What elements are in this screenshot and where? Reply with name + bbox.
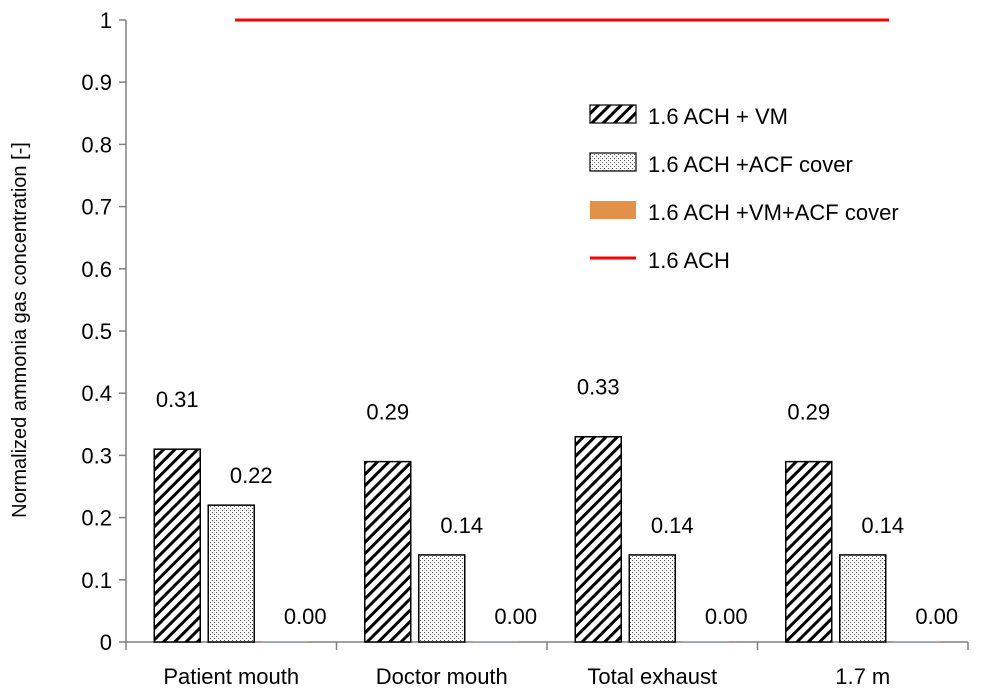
y-tick-label: 0 <box>100 630 112 655</box>
data-labels: 0.31 0.22 0.00 0.29 0.14 0.00 0.33 0.14 0.00 0.29… <box>156 375 958 629</box>
y-tick-label: 0.5 <box>81 319 112 344</box>
y-tick-label: 1 <box>100 8 112 33</box>
bar <box>785 460 833 643</box>
legend-label: 1.6 ACH +ACF cover <box>648 152 853 177</box>
y-tick-label: 0.3 <box>81 443 112 468</box>
bar <box>628 554 676 643</box>
legend-swatch <box>589 152 637 172</box>
bar <box>683 641 730 642</box>
axes: 0 0.1 0.2 0.3 0.4 0.5 0.6 0.7 0.8 0.9 1 Patient mou… <box>81 8 969 689</box>
y-tick-label: 0.1 <box>81 568 112 593</box>
data-label: 0.33 <box>577 375 620 400</box>
data-label: 0.14 <box>861 513 904 538</box>
y-axis-title: Normalized ammonia gas concentration [-] <box>9 142 31 518</box>
data-label: 0.00 <box>284 604 327 629</box>
legend-swatch <box>589 104 637 124</box>
legend-swatch <box>590 201 636 219</box>
data-label: 0.29 <box>366 400 409 425</box>
legend: 1.6 ACH + VM 1.6 ACH +ACF cover 1.6 ACH +V… <box>589 104 899 273</box>
bar <box>262 641 309 642</box>
y-tick-label: 0.6 <box>81 257 112 282</box>
bar <box>472 641 519 642</box>
bar <box>153 448 201 643</box>
legend-label: 1.6 ACH + VM <box>648 104 788 129</box>
x-category-label: Total exhaust <box>587 664 717 689</box>
y-tick-label: 0.8 <box>81 132 112 157</box>
data-label: 0.29 <box>787 400 830 425</box>
y-tick-label: 0.4 <box>81 381 112 406</box>
x-category-label: Doctor mouth <box>376 664 508 689</box>
x-category-label: Patient mouth <box>163 664 299 689</box>
y-tick-label: 0.2 <box>81 506 112 531</box>
bars <box>153 435 940 643</box>
bar <box>574 435 622 643</box>
data-label: 0.00 <box>915 604 958 629</box>
bar <box>364 460 412 643</box>
legend-label: 1.6 ACH <box>648 248 730 273</box>
data-label: 0.00 <box>494 604 537 629</box>
legend-label: 1.6 ACH +VM+ACF cover <box>648 200 899 225</box>
x-category-label: 1.7 m <box>835 664 890 689</box>
bar <box>418 554 466 643</box>
data-label: 0.22 <box>230 463 273 488</box>
bar <box>839 554 887 643</box>
y-tick-label: 0.9 <box>81 70 112 95</box>
data-label: 0.31 <box>156 387 199 412</box>
data-label: 0.14 <box>440 513 483 538</box>
y-tick-label: 0.7 <box>81 195 112 220</box>
bar <box>207 504 255 643</box>
data-label: 0.14 <box>651 513 694 538</box>
data-label: 0.00 <box>705 604 748 629</box>
bar <box>893 641 940 642</box>
